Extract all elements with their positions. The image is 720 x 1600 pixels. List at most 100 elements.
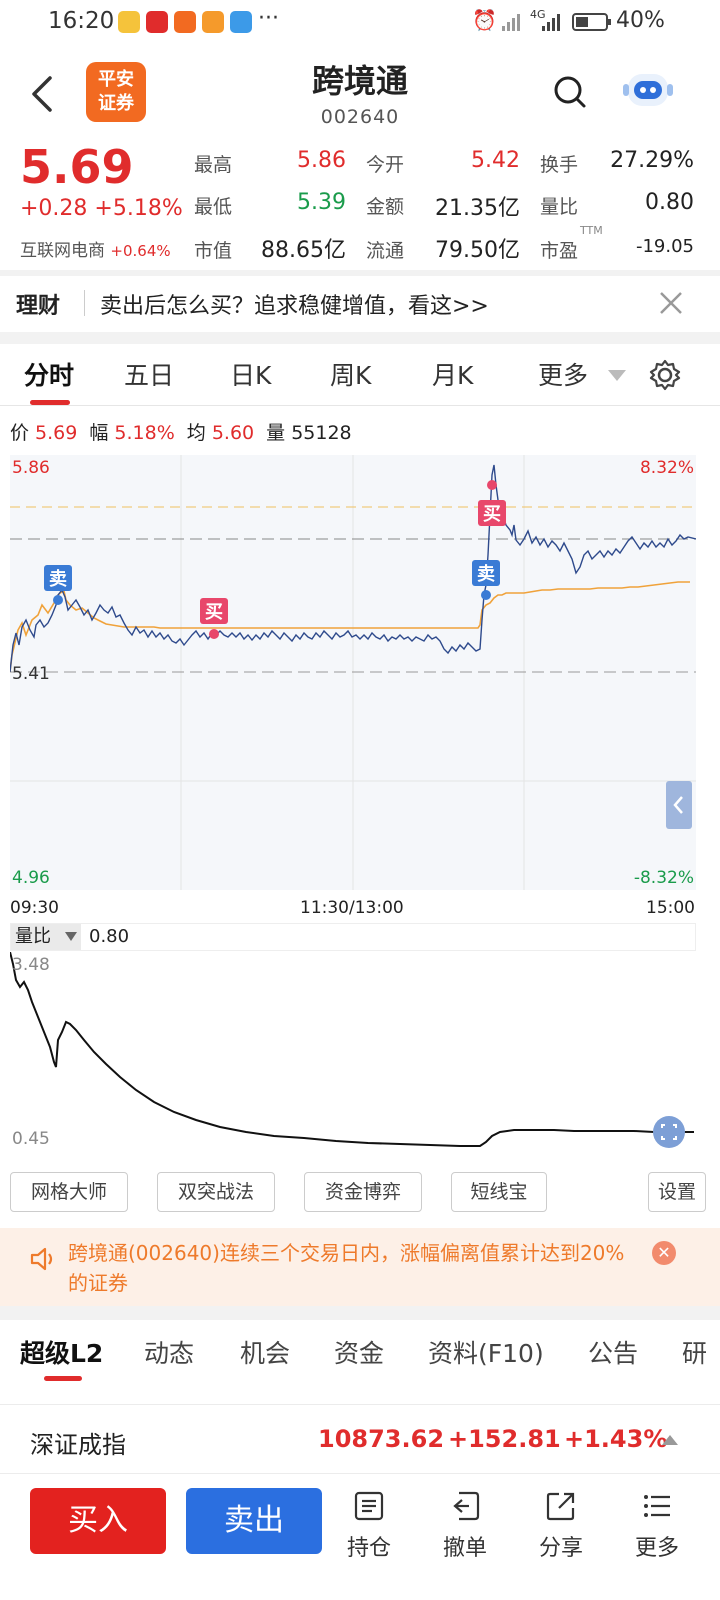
stock-header: 平安 证券 跨境通 002640 (0, 46, 720, 138)
stock-code: 002640 (320, 106, 400, 128)
sell-point-marker (481, 590, 491, 600)
close-icon[interactable]: ✕ (652, 1241, 676, 1265)
high-label: 最高 (194, 154, 233, 176)
status-time: 16:20 (48, 8, 115, 34)
y-high-pct-label: 8.32% (640, 458, 694, 478)
volume-ratio-line (10, 952, 694, 1147)
volume-ratio-header: 量比 0.80 (10, 923, 696, 951)
detail-tabs: 超级L2 动态 机会 资金 资料(F10) 公告 研 (0, 1320, 720, 1382)
tab-capital[interactable]: 资金 (334, 1339, 385, 1368)
risk-warning-banner[interactable]: 跨境通(002640)连续三个交易日内，涨幅偏离值累计达到20%的证券 ✕ (0, 1228, 720, 1306)
amount-value: 21.35亿 (435, 196, 520, 221)
status-bar: 16:20 ··· ⏰ 4G 40% (0, 0, 720, 46)
average-price-line (10, 581, 690, 673)
share-button[interactable]: 分享 (526, 1490, 596, 1562)
market-cap-value: 88.65亿 (261, 238, 346, 263)
position-button[interactable]: 持仓 (334, 1490, 404, 1562)
bottom-action-bar: 买入 卖出 持仓 撤单 分享 更多 (0, 1476, 720, 1600)
buy-signal-text: 买 (483, 504, 501, 525)
tab-research[interactable]: 研 (682, 1339, 708, 1368)
tab-weekly-k[interactable]: 周K (330, 361, 372, 390)
index-change: +152.81 (448, 1425, 561, 1453)
amount-label: 金额 (366, 196, 405, 218)
more-button[interactable]: 更多 (622, 1490, 692, 1562)
indicator-selector[interactable]: 量比 (11, 924, 81, 950)
cancel-order-button[interactable]: 撤单 (430, 1490, 500, 1562)
settings-gear-icon[interactable] (648, 358, 682, 392)
back-icon[interactable] (28, 74, 58, 114)
divider (0, 270, 720, 276)
expand-up-icon[interactable] (662, 1435, 678, 1445)
float-cap-label: 流通 (366, 240, 405, 262)
battery-percent: 40% (616, 8, 665, 33)
index-ticker-bar[interactable]: 深证成指 10873.62 +152.81 +1.43% (0, 1404, 720, 1474)
ai-assistant-icon[interactable] (622, 68, 674, 112)
fullscreen-button[interactable] (653, 1116, 685, 1148)
active-tab-indicator (30, 400, 70, 405)
signal-icon (502, 14, 520, 31)
grid-master-button[interactable]: 网格大师 (10, 1172, 128, 1212)
volume-ratio-chart[interactable]: 3.48 0.45 (10, 952, 696, 1157)
pe-value: -19.05 (635, 236, 694, 257)
divider (0, 332, 720, 344)
tab-intraday[interactable]: 分时 (24, 361, 75, 390)
volume-ratio-current: 0.80 (89, 926, 130, 947)
sector-info[interactable]: 互联网电商 +0.64% (20, 241, 171, 261)
buy-point-marker (209, 629, 219, 639)
turnover-label: 换手 (540, 154, 579, 176)
expand-panel-button[interactable] (666, 781, 692, 829)
high-value: 5.86 (297, 148, 346, 173)
open-label: 今开 (366, 154, 405, 176)
dropdown-triangle-icon[interactable] (608, 370, 626, 382)
turnover-value: 27.29% (610, 148, 694, 173)
promo-banner[interactable]: 理财 卖出后怎么买？追求稳健增值，看这>> (0, 276, 720, 332)
pe-label: 市盈 (540, 240, 579, 262)
chevron-left-icon (673, 796, 683, 814)
close-icon[interactable] (658, 290, 684, 316)
tab-f10[interactable]: 资料(F10) (428, 1339, 544, 1368)
settings-button[interactable]: 设置 (648, 1172, 706, 1212)
buy-button[interactable]: 买入 (30, 1488, 166, 1554)
tab-opportunity[interactable]: 机会 (240, 1339, 291, 1368)
stock-name: 跨境通 (311, 62, 408, 100)
short-term-button[interactable]: 短线宝 (451, 1172, 547, 1212)
buy-signal-text: 买 (205, 602, 223, 623)
float-cap-value: 79.50亿 (435, 238, 520, 263)
tab-daily-k[interactable]: 日K (230, 361, 272, 390)
tab-monthly-k[interactable]: 月K (432, 361, 474, 390)
volume-ratio-value: 0.80 (645, 190, 694, 215)
sell-signal-badge[interactable] (472, 560, 500, 586)
price-line (10, 464, 696, 673)
buy-signal-badge[interactable] (200, 598, 228, 624)
buy-point-marker (487, 480, 497, 490)
sell-signal-text: 卖 (477, 563, 495, 585)
buy-signal-badge[interactable] (478, 500, 506, 526)
sell-button[interactable]: 卖出 (186, 1488, 322, 1554)
tab-five-day[interactable]: 五日 (124, 361, 175, 390)
price-change: +0.28 +5.18% (20, 196, 183, 221)
pingan-logo: 平安 证券 (86, 62, 146, 122)
weibo-icon (118, 11, 140, 33)
search-icon[interactable] (552, 74, 588, 110)
capital-game-button[interactable]: 资金博弈 (304, 1172, 422, 1212)
active-tab-indicator (44, 1376, 82, 1381)
chart-info-line: 价 5.69 幅 5.18% 均 5.60 量 55128 (10, 422, 352, 444)
tab-announcement[interactable]: 公告 (588, 1339, 639, 1368)
x-mid-label: 11:30/13:00 (300, 898, 404, 918)
network-type: 4G (530, 8, 546, 21)
intraday-chart[interactable]: 卖 买 买 卖 5.86 8.32% 5.41 4.96 -8.32% (10, 455, 696, 890)
promo-text[interactable]: 卖出后怎么买？追求稳健增值，看这>> (100, 294, 489, 319)
double-breakout-button[interactable]: 双突战法 (157, 1172, 275, 1212)
index-value: 10873.62 (318, 1425, 445, 1453)
tab-super-l2[interactable]: 超级L2 (20, 1339, 104, 1368)
tab-more[interactable]: 更多 (538, 361, 589, 390)
x-start-label: 09:30 (10, 898, 59, 918)
battery-icon (572, 13, 611, 31)
chart-tabs: 分时 五日 日K 周K 月K 更多 (0, 344, 720, 406)
app-notification-icon (146, 11, 168, 33)
tab-news[interactable]: 动态 (144, 1339, 195, 1368)
pe-ttm-sup: TTM (580, 224, 603, 237)
intraday-chart-svg: 卖 买 买 卖 5.86 8.32% 5.41 4.96 -8.32% (10, 455, 696, 890)
sell-signal-badge[interactable] (44, 565, 72, 591)
y-low-pct-label: -8.32% (634, 868, 694, 888)
